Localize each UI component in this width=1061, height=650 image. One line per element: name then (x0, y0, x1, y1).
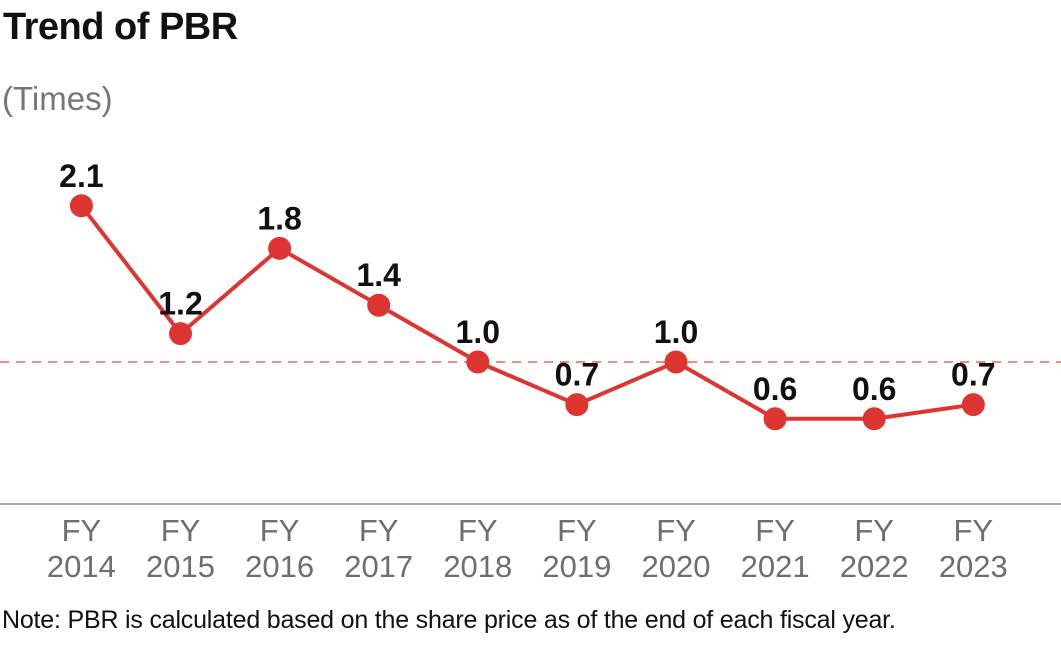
data-point-marker (169, 322, 192, 346)
data-point-marker (664, 350, 688, 374)
x-tick-label-year: 2022 (840, 549, 909, 584)
x-tick-label-year: 2014 (47, 549, 116, 584)
x-tick-label-fy: FY (260, 513, 300, 548)
data-point-value-label: 1.0 (456, 314, 500, 350)
chart-title: Trend of PBR (3, 6, 238, 48)
data-point-marker (862, 407, 886, 431)
x-tick-label-fy: FY (62, 513, 102, 548)
x-tick-label-fy: FY (359, 513, 399, 548)
x-tick-label-year: 2018 (443, 549, 512, 584)
x-tick-label-year: 2019 (542, 549, 611, 584)
data-point-marker (268, 236, 292, 260)
x-tick-label-fy: FY (656, 513, 696, 548)
x-tick-label-year: 2015 (146, 549, 215, 584)
x-tick-label-year: 2021 (741, 549, 810, 584)
data-point-value-label: 2.1 (59, 158, 103, 194)
pbr-series-line (79, 204, 974, 421)
data-point-marker (961, 393, 985, 417)
data-point-value-label: 1.0 (654, 314, 698, 350)
data-point-value-label: 1.4 (356, 257, 401, 293)
chart-note: Note: PBR is calculated based on the sha… (2, 606, 896, 634)
x-tick-label-year: 2017 (344, 549, 413, 584)
x-tick-label-fy: FY (161, 513, 201, 548)
data-point-marker (69, 194, 93, 218)
x-tick-label-fy: FY (854, 513, 894, 548)
data-point-value-label: 1.2 (158, 286, 202, 322)
data-point-value-label: 0.6 (852, 371, 896, 407)
data-point-value-label: 0.7 (951, 357, 995, 393)
x-tick-label-year: 2020 (642, 549, 711, 584)
x-tick-label-fy: FY (953, 513, 993, 548)
x-tick-label-year: 2016 (245, 549, 314, 584)
x-tick-label-fy: FY (755, 513, 795, 548)
data-point-marker (763, 407, 787, 431)
x-tick-label-fy: FY (458, 513, 498, 548)
data-point-marker (367, 293, 391, 317)
x-tick-label-year: 2023 (939, 549, 1008, 584)
data-point-value-label: 0.7 (555, 357, 599, 393)
y-axis-unit-label: (Times) (2, 80, 113, 117)
data-point-marker (466, 350, 490, 374)
data-point-marker (565, 393, 589, 417)
data-point-value-label: 0.6 (753, 371, 797, 407)
x-tick-label-fy: FY (557, 513, 597, 548)
data-point-value-label: 1.8 (257, 200, 301, 236)
